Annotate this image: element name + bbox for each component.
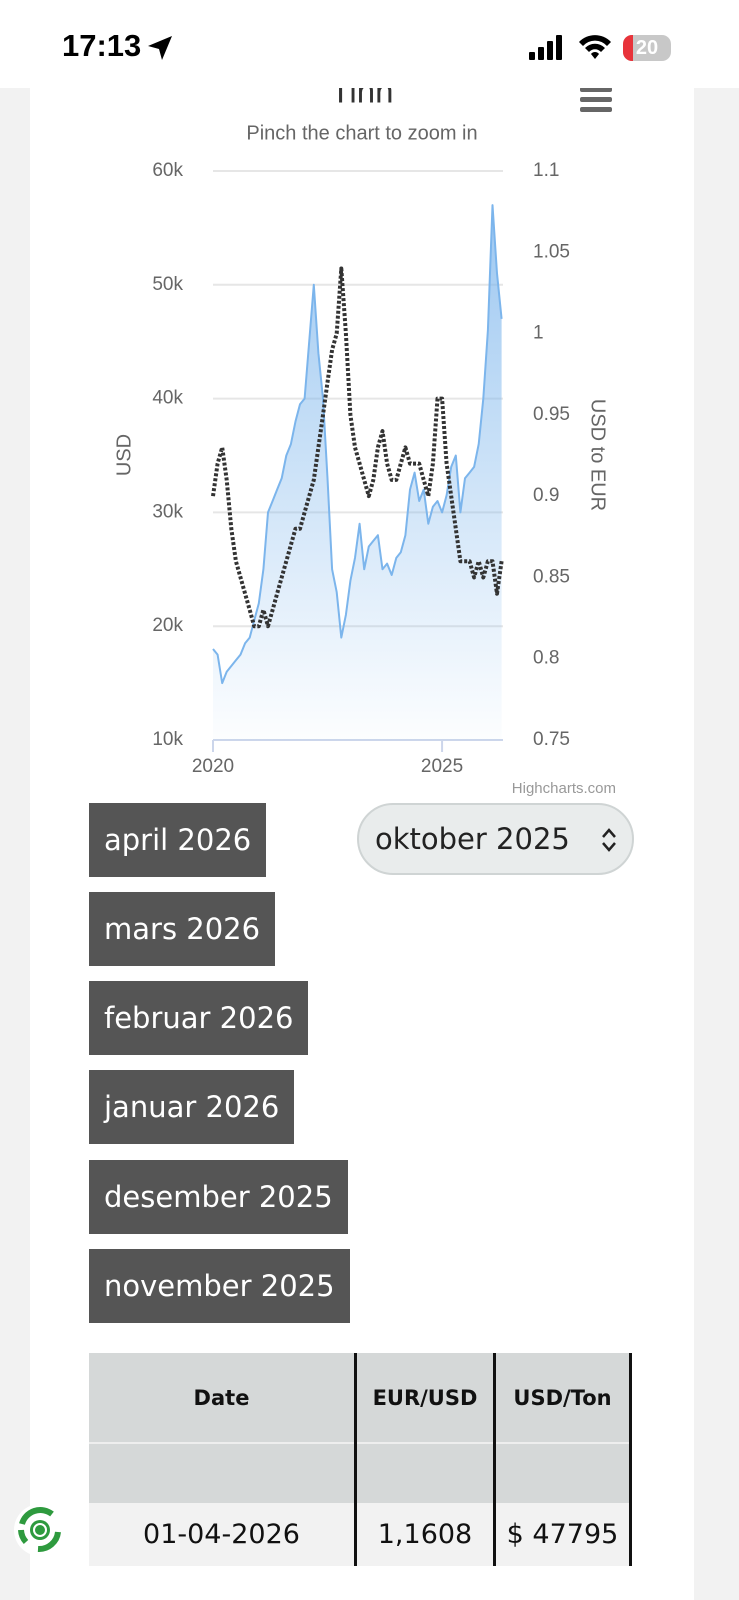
y2-tick-label: 1.1 xyxy=(533,160,559,181)
location-icon xyxy=(148,36,172,60)
select-arrows xyxy=(602,828,616,852)
y2-tick-label: 0.9 xyxy=(533,485,559,506)
app-icon[interactable] xyxy=(12,1502,68,1558)
month-button[interactable]: desember 2025 xyxy=(89,1160,348,1234)
battery-level: 20 xyxy=(635,37,659,59)
series-area xyxy=(213,205,502,741)
credits: Highcharts.com xyxy=(512,780,616,797)
y2-axis-title: USD to EUR xyxy=(587,399,609,511)
header-cell: Date xyxy=(89,1353,357,1443)
price-table: Date EUR/USD USD/Ton 01-04-2026 1,1608 $… xyxy=(89,1353,632,1566)
wifi-icon xyxy=(579,35,611,59)
clock: 17:13 xyxy=(62,28,142,63)
y-axis-title: USD xyxy=(113,434,135,476)
table-header: Date EUR/USD USD/Ton xyxy=(89,1353,632,1443)
empty-row xyxy=(89,1443,632,1503)
x-tick-label: 2020 xyxy=(192,756,234,777)
y2-tick-label: 0.8 xyxy=(533,648,559,669)
header-cell: USD/Ton xyxy=(494,1353,632,1443)
month-select[interactable]: oktober 2025 xyxy=(357,803,634,875)
x-tick-label: 2025 xyxy=(421,756,463,777)
battery: 20 xyxy=(623,35,671,61)
cell: 01-04-2026 xyxy=(89,1503,357,1566)
y-tick-label: 20k xyxy=(152,615,183,636)
y-tick-label: 50k xyxy=(152,274,183,295)
menu-button[interactable] xyxy=(580,87,612,112)
chart-subtitle: Pinch the chart to zoom in xyxy=(246,122,477,144)
y-tick-label: 30k xyxy=(152,501,183,522)
month-button[interactable]: mars 2026 xyxy=(89,892,276,966)
month-button[interactable]: februar 2026 xyxy=(89,981,309,1055)
cell: $ 47795 xyxy=(494,1503,632,1566)
y2-tick-label: 0.75 xyxy=(533,729,570,750)
table-row: 01-04-2026 1,1608 $ 47795 xyxy=(89,1503,632,1566)
month-button[interactable]: april 2026 xyxy=(89,803,267,877)
y-tick-label: 10k xyxy=(152,729,183,750)
y2-tick-label: 1.05 xyxy=(533,241,570,262)
header-cell: EUR/USD xyxy=(355,1353,496,1443)
month-button[interactable]: januar 2026 xyxy=(89,1070,295,1144)
y2-tick-label: 0.85 xyxy=(533,566,570,587)
month-select-value: oktober 2025 xyxy=(375,822,570,856)
y2-tick-label: 0.95 xyxy=(533,404,570,425)
y-tick-label: 40k xyxy=(152,388,183,409)
series-line xyxy=(211,266,504,629)
chart: Tinn Pinch the chart to zoom in USD USD … xyxy=(113,73,616,797)
series-line xyxy=(212,204,503,685)
status-bar: 17:13 20 xyxy=(0,0,739,88)
y-tick-label: 60k xyxy=(152,160,183,181)
signal-icon xyxy=(529,35,562,60)
cell: 1,1608 xyxy=(355,1503,496,1566)
y2-tick-label: 1 xyxy=(533,323,544,344)
month-button[interactable]: november 2025 xyxy=(89,1249,350,1323)
